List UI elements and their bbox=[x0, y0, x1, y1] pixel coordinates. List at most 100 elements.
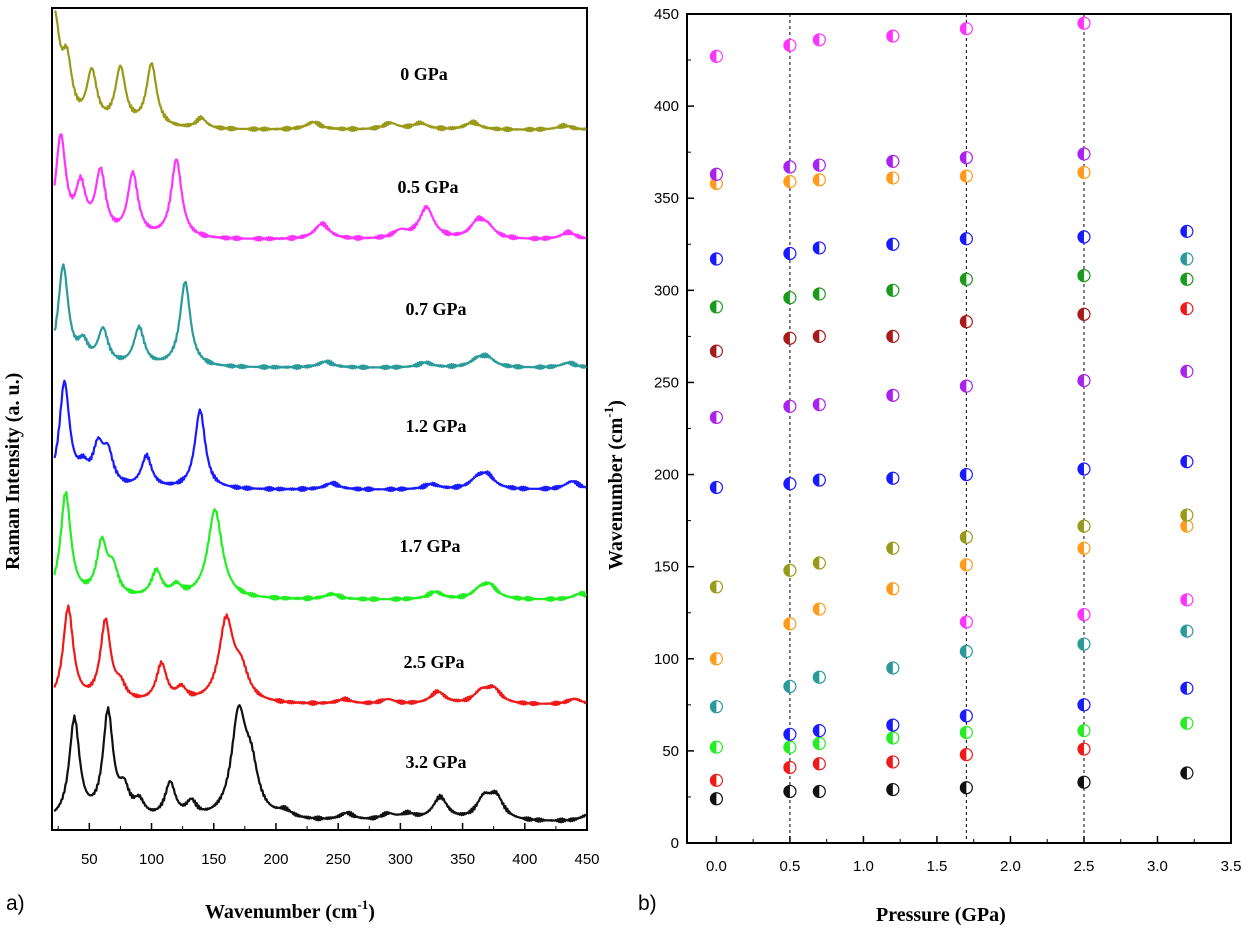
point-fill bbox=[710, 774, 717, 787]
half-filled-data-point bbox=[709, 773, 724, 787]
half-filled-data-point bbox=[1077, 698, 1091, 712]
panel-a-ylabel: Raman Intensity (a. u.) bbox=[2, 373, 24, 570]
panel-b-ylabel: Wavenumber (cm-1) bbox=[601, 400, 627, 570]
half-filled-data-point bbox=[1077, 775, 1091, 789]
half-filled-data-point bbox=[1077, 637, 1091, 651]
spectrum-line bbox=[53, 379, 587, 493]
half-filled-data-point bbox=[886, 718, 900, 732]
spectrum-pressure-label: 0.5 GPa bbox=[398, 177, 459, 197]
point-fill bbox=[710, 741, 717, 754]
half-filled-data-point bbox=[886, 29, 900, 43]
panel-b-ytick-label: 50 bbox=[662, 743, 679, 760]
half-filled-data-point bbox=[812, 602, 826, 616]
point-fill bbox=[710, 411, 717, 424]
half-filled-data-point bbox=[959, 615, 973, 629]
point-fill bbox=[783, 332, 790, 345]
point-fill bbox=[813, 671, 820, 684]
point-fill bbox=[813, 603, 820, 616]
point-fill bbox=[783, 247, 790, 260]
point-fill bbox=[1180, 302, 1187, 315]
point-fill bbox=[783, 291, 790, 304]
point-fill bbox=[1077, 776, 1084, 789]
half-filled-data-point bbox=[783, 160, 797, 174]
panel-a-xtick-label: 100 bbox=[139, 851, 164, 868]
half-filled-data-point bbox=[783, 679, 797, 694]
point-fill bbox=[960, 273, 967, 286]
point-fill bbox=[960, 232, 967, 245]
half-filled-data-point bbox=[959, 747, 973, 762]
point-fill bbox=[886, 719, 893, 732]
point-fill bbox=[813, 241, 820, 254]
point-fill bbox=[813, 474, 820, 487]
point-fill bbox=[710, 481, 717, 494]
half-filled-data-point bbox=[709, 580, 724, 594]
half-filled-data-point bbox=[959, 558, 973, 572]
point-fill bbox=[886, 582, 893, 595]
half-filled-data-point bbox=[709, 700, 724, 714]
point-fill bbox=[1180, 273, 1187, 286]
half-filled-data-point bbox=[1077, 165, 1091, 180]
panel-a-xtick-label: 50 bbox=[81, 851, 98, 868]
point-fill bbox=[886, 389, 893, 402]
point-fill bbox=[1077, 17, 1084, 30]
spectrum-pressure-label: 2.5 GPa bbox=[404, 652, 465, 672]
point-fill bbox=[1180, 253, 1187, 266]
point-fill bbox=[813, 33, 820, 46]
half-filled-data-point bbox=[709, 792, 724, 806]
panel-b-xtick-label: 3.0 bbox=[1147, 858, 1168, 875]
half-filled-data-point bbox=[1077, 541, 1091, 555]
half-filled-data-point bbox=[783, 563, 797, 577]
point-fill bbox=[886, 731, 893, 744]
point-fill bbox=[1077, 269, 1084, 282]
half-filled-data-point bbox=[886, 541, 900, 555]
spectrum-pressure-label: 0.7 GPa bbox=[406, 299, 467, 319]
point-fill bbox=[710, 300, 717, 313]
point-fill bbox=[1180, 766, 1187, 779]
point-fill bbox=[710, 580, 717, 593]
point-fill bbox=[1180, 455, 1187, 468]
point-fill bbox=[960, 709, 967, 722]
half-filled-data-point bbox=[1180, 766, 1194, 780]
point-fill bbox=[710, 345, 717, 358]
point-fill bbox=[886, 30, 893, 43]
point-fill bbox=[886, 783, 893, 796]
panel-a-xlabel: Wavenumber (cm-1) bbox=[205, 897, 375, 923]
point-fill bbox=[813, 173, 820, 186]
point-fill bbox=[1077, 520, 1084, 533]
point-fill bbox=[1077, 374, 1084, 387]
point-fill bbox=[960, 781, 967, 794]
half-filled-data-point bbox=[812, 158, 826, 172]
half-filled-data-point bbox=[959, 151, 973, 165]
half-filled-data-point bbox=[959, 467, 973, 482]
point-fill bbox=[783, 400, 790, 413]
half-filled-data-point bbox=[812, 556, 826, 570]
panel-b-xtick-label: 1.0 bbox=[853, 858, 874, 875]
panel-b-xtick-label: 0.0 bbox=[706, 858, 727, 875]
point-fill bbox=[813, 785, 820, 798]
half-filled-data-point bbox=[886, 237, 900, 251]
half-filled-data-point bbox=[1180, 272, 1194, 286]
half-filled-data-point bbox=[959, 232, 973, 246]
panel-b-ytick-label: 450 bbox=[654, 6, 679, 23]
half-filled-data-point bbox=[783, 784, 797, 799]
panel-b-ytick-label: 250 bbox=[654, 374, 679, 391]
point-fill bbox=[960, 615, 967, 628]
half-filled-data-point bbox=[886, 283, 900, 297]
half-filled-data-point bbox=[1180, 624, 1194, 638]
half-filled-data-point bbox=[783, 617, 797, 631]
half-filled-data-point bbox=[1180, 455, 1194, 469]
half-filled-data-point bbox=[959, 379, 973, 393]
half-filled-data-point bbox=[1180, 519, 1194, 533]
point-fill bbox=[1077, 463, 1084, 476]
spectrum-pressure-label: 0 GPa bbox=[400, 64, 448, 84]
point-fill bbox=[960, 151, 967, 164]
half-filled-data-point bbox=[959, 315, 973, 329]
point-fill bbox=[783, 680, 790, 693]
point-fill bbox=[960, 380, 967, 393]
panel-b-tag: b) bbox=[638, 892, 657, 915]
point-fill bbox=[813, 556, 820, 569]
half-filled-data-point bbox=[783, 331, 797, 345]
half-filled-data-point bbox=[959, 781, 973, 795]
half-filled-data-point bbox=[812, 173, 826, 187]
panel-b-xtick-label: 2.0 bbox=[1000, 858, 1021, 875]
